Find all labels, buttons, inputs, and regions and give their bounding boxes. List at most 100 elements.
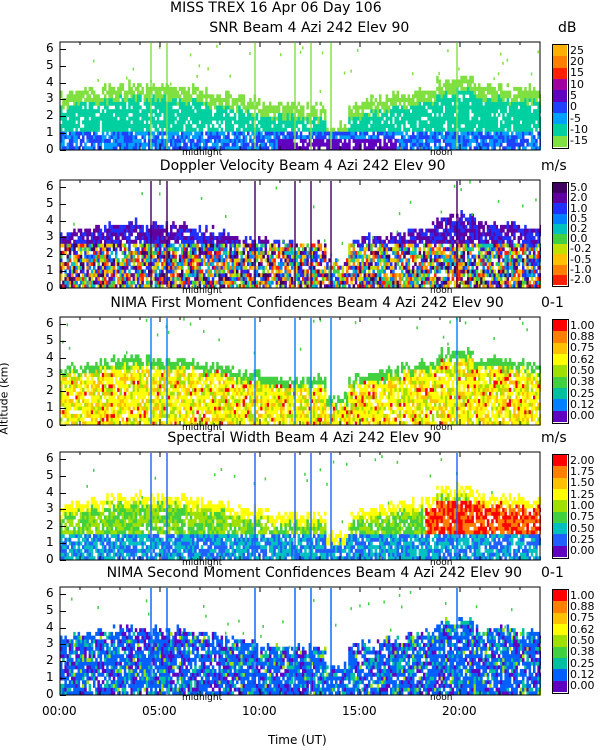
- y-tick-label: 2: [46, 108, 54, 123]
- x-tick-label: 15:00: [342, 704, 377, 718]
- x-axis-label: Time (UT): [268, 733, 327, 747]
- colorbar-label: 0.0: [570, 232, 588, 246]
- colorbar-swatch: [553, 466, 567, 479]
- colorbar-swatch: [553, 331, 567, 344]
- colorbar-frame: [552, 44, 569, 149]
- colorbar-label: 10: [570, 77, 584, 91]
- colorbar-swatch: [553, 79, 567, 91]
- colorbar-label: 1.00: [570, 318, 595, 332]
- colorbar-label: 5.0: [570, 181, 588, 195]
- heatmap-plot: [59, 179, 541, 289]
- y-tick-mark: [60, 288, 66, 289]
- panel-title: NIMA Second Moment Confidences Beam 4 Az…: [106, 565, 523, 581]
- colorbar-label: 20: [570, 55, 584, 68]
- colorbar-swatch: [553, 399, 567, 412]
- y-tick-label: 6: [46, 450, 54, 465]
- panel-units: 0-1: [541, 295, 564, 311]
- midnight-marker: midnight: [182, 558, 223, 568]
- y-tick-label: 4: [46, 212, 54, 227]
- x-tick-label: 05:00: [142, 704, 177, 718]
- y-tick-label: 6: [46, 178, 54, 193]
- heatmap-field: [60, 43, 541, 151]
- y-tick-mark: [60, 271, 66, 273]
- y-tick-mark: [60, 150, 66, 151]
- midnight-marker: midnight: [182, 286, 223, 296]
- colorbar-swatch: [553, 113, 567, 125]
- y-tick-label: 5: [46, 195, 54, 210]
- colorbar-swatch: [553, 274, 567, 286]
- colorbar-label: 2.00: [570, 453, 595, 467]
- colorbar-frame: [552, 182, 569, 287]
- colorbar-label: 0: [570, 100, 577, 114]
- y-tick-mark: [60, 99, 66, 101]
- midnight-marker: midnight: [182, 423, 223, 433]
- colorbar-swatch: [553, 658, 567, 670]
- colorbar-swatch: [553, 45, 567, 57]
- colorbar-swatch: [553, 500, 567, 513]
- colorbar-swatch: [553, 101, 567, 114]
- heatmap-plot: [59, 586, 541, 696]
- colorbar-label: 1.00: [570, 499, 595, 512]
- y-tick-label: 0: [46, 417, 54, 431]
- y-tick-label: 5: [46, 57, 54, 72]
- y-tick-label: 0: [46, 142, 54, 156]
- colorbar-frame: [552, 319, 569, 424]
- colorbar-swatch: [553, 183, 567, 194]
- colorbar-label: 15: [570, 66, 584, 80]
- colorbar-swatch: [553, 680, 567, 693]
- y-tick-label: 4: [46, 74, 54, 89]
- noon-marker: noon: [430, 423, 453, 433]
- y-tick-mark: [60, 644, 66, 646]
- colorbar-label: 0.88: [570, 600, 595, 613]
- colorbar-swatch: [553, 354, 567, 366]
- y-tick-mark: [60, 374, 66, 376]
- colorbar-swatch: [553, 342, 567, 355]
- y-tick-mark: [60, 627, 66, 629]
- colorbar-label: 1.0: [570, 201, 588, 215]
- y-tick-mark: [60, 357, 66, 359]
- colorbar-label: 0.62: [570, 352, 595, 366]
- colorbar-frame: [552, 454, 569, 559]
- y-tick-label: 6: [46, 585, 54, 600]
- y-tick-mark: [60, 65, 66, 67]
- y-tick-mark: [60, 475, 66, 477]
- panel-units: dB: [558, 20, 577, 36]
- y-tick-label: 5: [46, 332, 54, 347]
- y-tick-mark: [60, 695, 66, 696]
- colorbar-label: 2.0: [570, 191, 588, 205]
- colorbar-label: 0.00: [570, 544, 595, 558]
- colorbar-swatch: [553, 590, 567, 602]
- colorbar-swatch: [553, 534, 567, 547]
- heatmap-field: [60, 317, 541, 426]
- colorbar-label: 0.50: [570, 521, 595, 535]
- colorbar-swatch: [553, 635, 567, 648]
- panel-title: SNR Beam 4 Azi 242 Elev 90: [209, 20, 410, 36]
- colorbar-label: 0.50: [570, 364, 595, 377]
- colorbar-swatch: [553, 612, 567, 625]
- panel-units: m/s: [541, 430, 567, 446]
- y-tick-label: 1: [46, 535, 54, 550]
- y-tick-mark: [60, 509, 66, 511]
- y-tick-label: 2: [46, 383, 54, 398]
- panel-units: 0-1: [541, 565, 564, 581]
- colorbar-label: 1.75: [570, 465, 595, 478]
- y-tick-label: 1: [46, 670, 54, 685]
- y-tick-label: 3: [46, 501, 54, 516]
- y-tick-mark: [60, 458, 66, 460]
- colorbar-label: 0.38: [570, 645, 595, 659]
- colorbar-label: 1.00: [570, 588, 595, 602]
- y-tick-mark: [60, 133, 66, 135]
- colorbar-label: -10: [570, 123, 588, 136]
- colorbar-label: 0.38: [570, 375, 595, 389]
- colorbar-swatch: [553, 244, 567, 255]
- y-tick-mark: [60, 492, 66, 494]
- colorbar-label: 0.50: [570, 634, 595, 647]
- y-tick-label: 5: [46, 467, 54, 482]
- colorbar-label: 0.25: [570, 656, 595, 670]
- y-tick-label: 6: [46, 40, 54, 55]
- heatmap-plot: [59, 41, 541, 151]
- colorbar-label: 0.00: [570, 679, 595, 693]
- colorbar-label: 0.75: [570, 611, 595, 625]
- y-tick-label: 2: [46, 518, 54, 533]
- y-tick-mark: [60, 48, 66, 50]
